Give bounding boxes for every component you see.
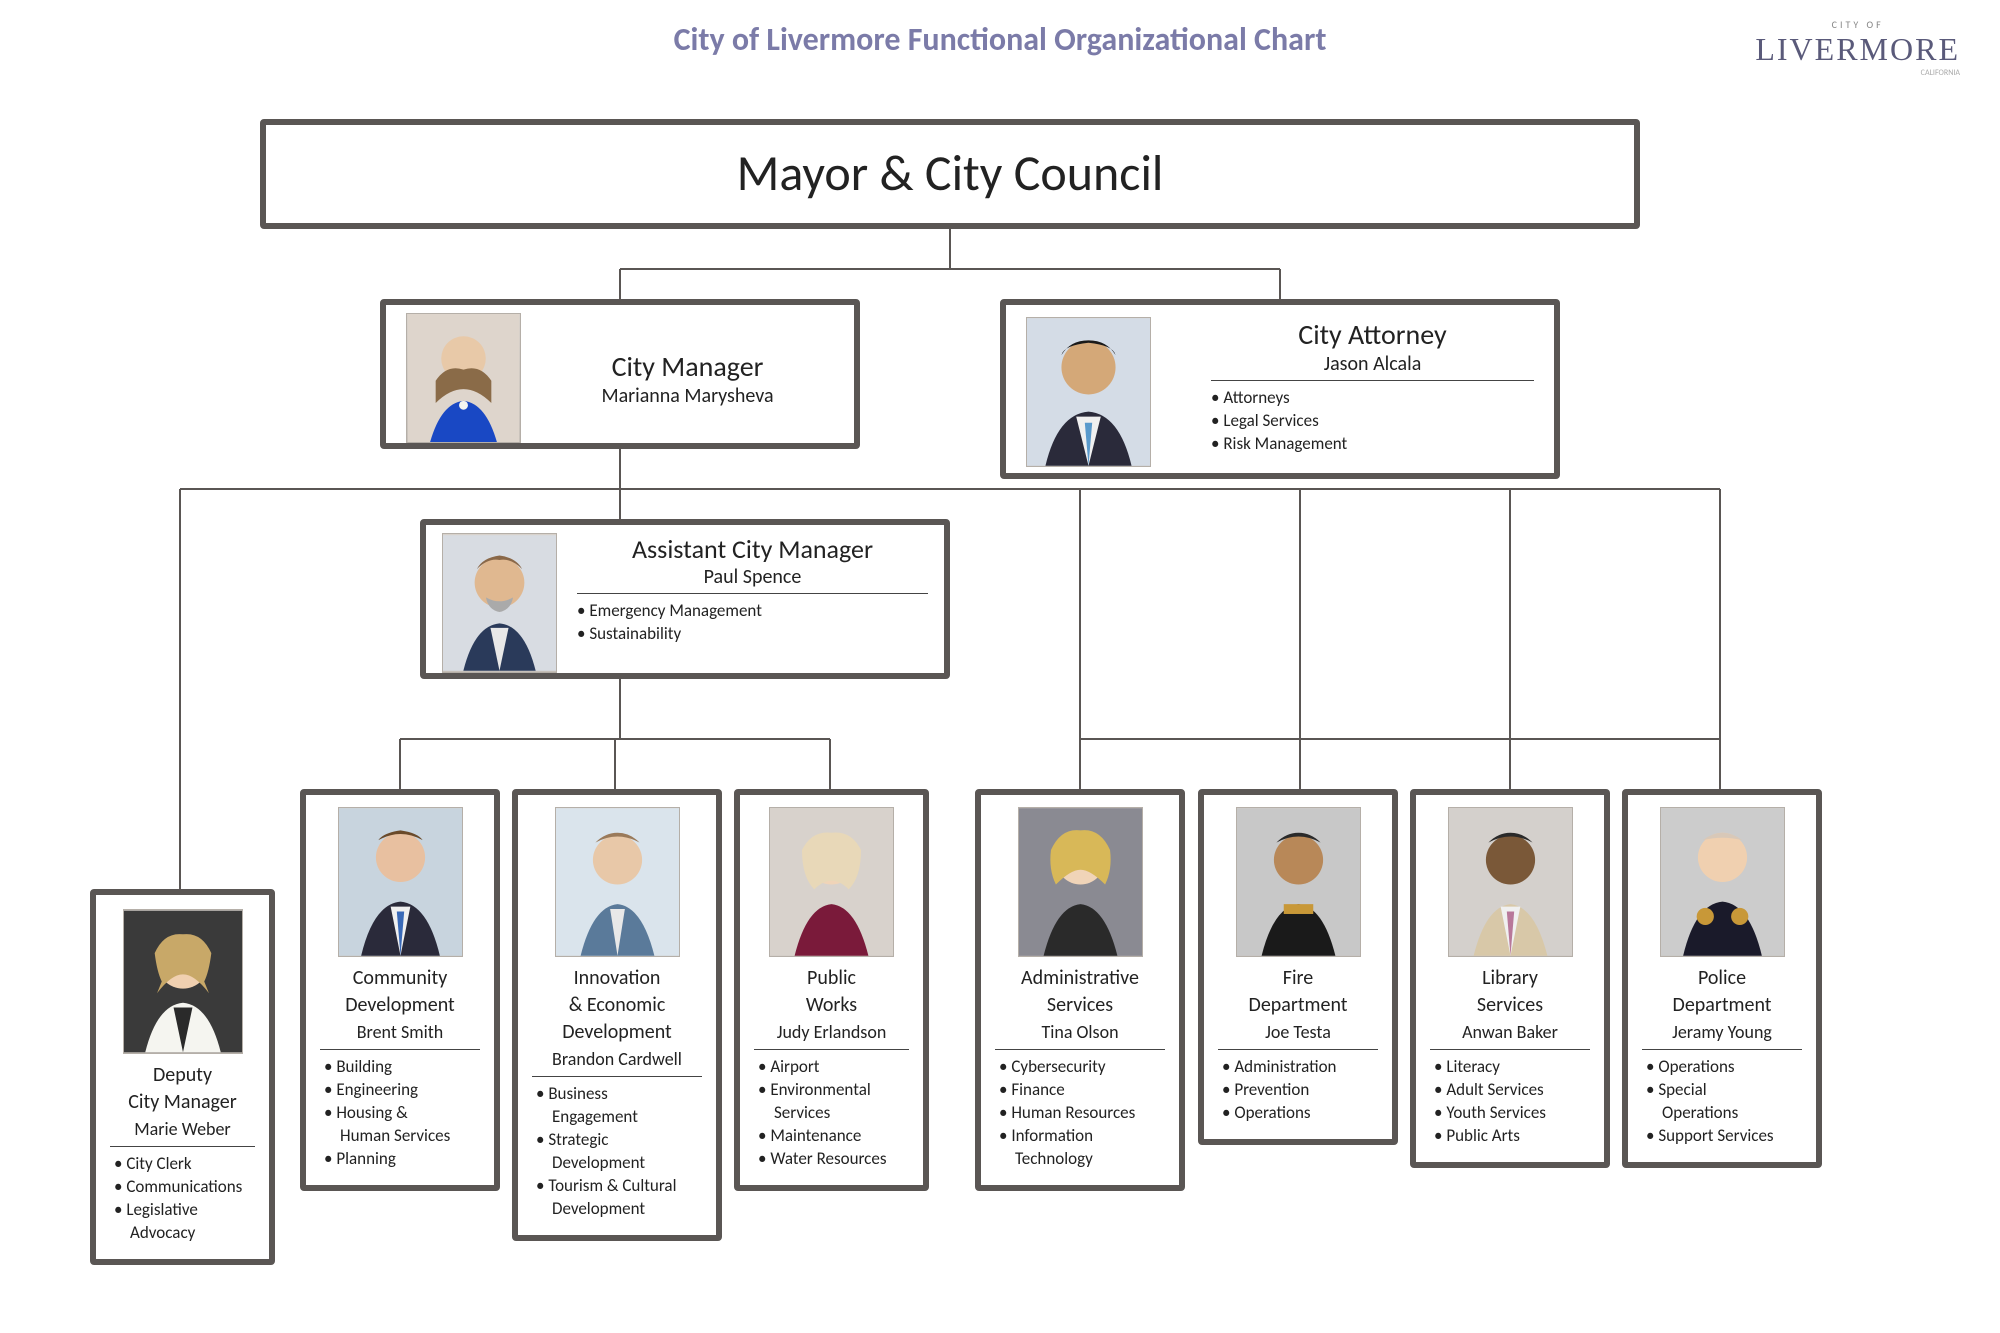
dept-title-line: Innovation — [528, 967, 706, 990]
dept-title-line: Development — [316, 994, 484, 1017]
acm-bullets: Emergency ManagementSustainability — [577, 600, 928, 646]
dept-box: Administrative Services Tina Olson Cybers… — [975, 789, 1185, 1191]
dept-photo — [1660, 807, 1785, 957]
dept-name: Jeramy Young — [1638, 1021, 1806, 1043]
dept-name: Brandon Cardwell — [528, 1048, 706, 1070]
city-manager-box: City Manager Marianna Marysheva — [380, 299, 860, 449]
chart-title: City of Livermore Functional Organizatio… — [0, 0, 2000, 59]
acm-role: Assistant City Manager — [577, 533, 928, 565]
mayor-council-title: Mayor & City Council — [266, 125, 1634, 223]
deputy-photo — [123, 909, 243, 1054]
dept-photo — [338, 807, 463, 957]
mayor-council-box: Mayor & City Council — [260, 119, 1640, 229]
deputy-bullets: City ClerkCommunicationsLegislativeAdvoc… — [106, 1153, 259, 1245]
dept-title-line: Services — [1426, 994, 1594, 1017]
dept-photo — [555, 807, 680, 957]
dept-title-line: Development — [528, 1021, 706, 1044]
acm-photo — [442, 533, 557, 673]
dept-title-line: Fire — [1214, 967, 1382, 990]
deputy-role1: Deputy — [106, 1064, 259, 1087]
dept-box: Community Development Brent Smith Buildin… — [300, 789, 500, 1191]
dept-box: Innovation & Economic Development Brandon … — [512, 789, 722, 1241]
city-manager-role: City Manager — [541, 349, 834, 384]
dept-title-line: Community — [316, 967, 484, 990]
acm-box: Assistant City Manager Paul Spence Emerg… — [420, 519, 950, 679]
dept-photo — [1018, 807, 1143, 957]
dept-name: Tina Olson — [991, 1021, 1169, 1043]
dept-photo — [769, 807, 894, 957]
org-chart: Mayor & City Council City Manager Marian… — [0, 59, 2000, 1309]
deputy-name: Marie Weber — [106, 1118, 259, 1140]
dept-name: Anwan Baker — [1426, 1021, 1594, 1043]
city-attorney-name: Jason Alcala — [1211, 352, 1534, 376]
city-manager-photo — [406, 313, 521, 443]
dept-title-line: Administrative — [991, 967, 1169, 990]
dept-bullets: CybersecurityFinanceHuman ResourcesInfor… — [991, 1056, 1169, 1171]
dept-bullets: AirportEnvironmentalServicesMaintenanceW… — [750, 1056, 913, 1171]
dept-name: Brent Smith — [316, 1021, 484, 1043]
dept-name: Judy Erlandson — [750, 1021, 913, 1043]
dept-title-line: Department — [1214, 994, 1382, 1017]
dept-bullets: AdministrationPreventionOperations — [1214, 1056, 1382, 1125]
dept-box: Police Department Jeramy Young Operations… — [1622, 789, 1822, 1168]
logo-subtext: CITY OF — [1755, 18, 1960, 31]
city-attorney-photo — [1026, 317, 1151, 467]
city-attorney-box: City Attorney Jason Alcala AttorneysLega… — [1000, 299, 1560, 479]
dept-title-line: Public — [750, 967, 913, 990]
dept-name: Joe Testa — [1214, 1021, 1382, 1043]
dept-box: Library Services Anwan Baker LiteracyAdul… — [1410, 789, 1610, 1168]
dept-title-line: Library — [1426, 967, 1594, 990]
dept-bullets: BusinessEngagementStrategicDevelopmentTo… — [528, 1083, 706, 1221]
dept-box: Fire Department Joe Testa AdministrationP… — [1198, 789, 1398, 1145]
dept-bullets: LiteracyAdult ServicesYouth ServicesPubl… — [1426, 1056, 1594, 1148]
dept-title-line: Police — [1638, 967, 1806, 990]
dept-title-line: Services — [991, 994, 1169, 1017]
acm-name: Paul Spence — [577, 565, 928, 589]
dept-title-line: Works — [750, 994, 913, 1017]
dept-photo — [1448, 807, 1573, 957]
dept-box: Public Works Judy Erlandson AirportEnviro… — [734, 789, 929, 1191]
city-manager-name: Marianna Marysheva — [541, 384, 834, 408]
city-attorney-bullets: AttorneysLegal ServicesRisk Management — [1211, 387, 1534, 456]
dept-title-line: & Economic — [528, 994, 706, 1017]
dept-bullets: OperationsSpecialOperationsSupport Servi… — [1638, 1056, 1806, 1148]
deputy-role2: City Manager — [106, 1091, 259, 1114]
city-attorney-role: City Attorney — [1211, 317, 1534, 352]
deputy-box: Deputy City Manager Marie Weber City Cle… — [90, 889, 275, 1265]
dept-title-line: Department — [1638, 994, 1806, 1017]
dept-photo — [1236, 807, 1361, 957]
dept-bullets: BuildingEngineeringHousing &Human Servic… — [316, 1056, 484, 1171]
